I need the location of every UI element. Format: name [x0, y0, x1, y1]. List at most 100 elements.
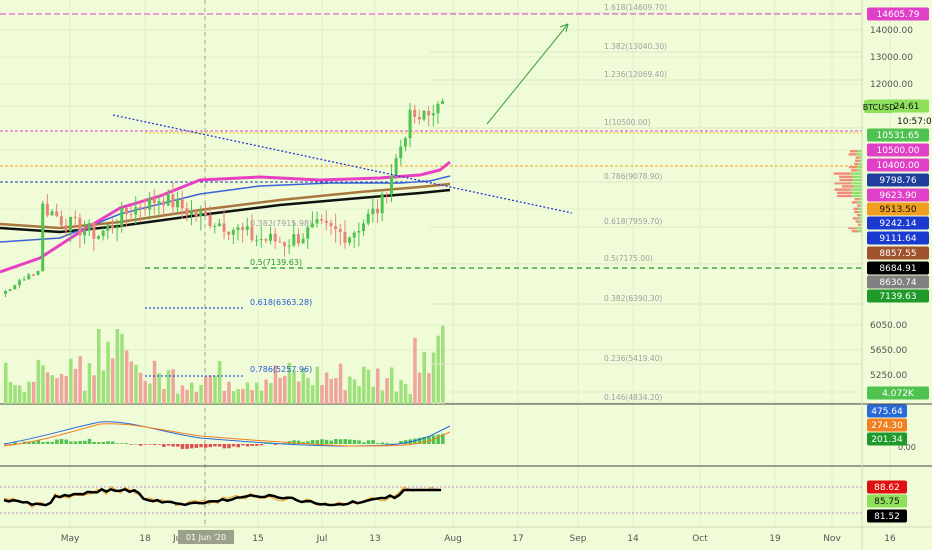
price-tag-bg	[867, 188, 929, 202]
volume-bar	[334, 377, 338, 404]
volume-bar	[208, 375, 213, 404]
volume-profile-bar	[856, 166, 862, 169]
macd-histogram-bar	[338, 439, 343, 444]
price-tag-bg	[867, 173, 929, 187]
candle-body	[176, 199, 180, 208]
drawings	[112, 23, 573, 214]
stoch-tag-bg	[867, 509, 907, 523]
candle-body	[310, 223, 314, 228]
candle-body	[357, 231, 361, 233]
price-tag-bg	[867, 386, 929, 400]
macd-histogram-bar	[320, 439, 324, 444]
price-axis-tick: 6050.00	[870, 321, 907, 331]
volume-bar	[278, 377, 282, 404]
volume-profile-bar	[859, 159, 862, 162]
macd-histogram-bar	[171, 444, 175, 447]
fib-left-label: 0.382(7915.98)	[250, 219, 312, 228]
candle-body	[138, 207, 142, 209]
candle-body	[352, 232, 356, 238]
volume-bar	[162, 388, 166, 404]
price-tag-label: 11224.61	[877, 102, 920, 112]
volume-bar	[366, 369, 371, 404]
candle-body	[124, 208, 128, 215]
fib-right-label: 1.618(14609.70)	[604, 3, 667, 12]
arrow-head	[559, 23, 569, 33]
volume-profile-bar	[851, 201, 858, 204]
macd-histogram-bar	[124, 443, 129, 444]
crosshair-date-label: 01 Jun '20	[186, 533, 226, 542]
volume-bar	[413, 337, 417, 404]
candle-body	[55, 211, 59, 217]
price-axis[interactable]: 14000.00 13000.00 12000.00 6050.00 5650.00 52…	[870, 26, 916, 452]
macd-histogram-bar	[236, 444, 240, 448]
price-tag-label: 8630.74	[879, 278, 916, 288]
volume-bar	[199, 385, 203, 404]
macd-histogram-bar	[301, 441, 306, 444]
volume-bar	[441, 325, 445, 404]
volume-bar	[17, 385, 22, 404]
macd-histogram-bar	[50, 441, 54, 444]
ma-pink	[0, 160, 451, 274]
candle-body	[255, 239, 259, 241]
macd-histogram-bar	[27, 441, 31, 444]
volume-bar	[259, 390, 264, 404]
candle-body	[120, 208, 124, 227]
price-tag-label: 9242.14	[879, 219, 916, 229]
macd-histogram-bar	[180, 444, 185, 449]
candle-body	[376, 208, 379, 214]
fib-right-label: 0.786(9078.90)	[604, 172, 662, 181]
volume-bar	[55, 378, 59, 404]
volume-bar	[301, 368, 306, 404]
candle-body	[380, 193, 384, 214]
macd-tag-bg	[867, 404, 907, 418]
volume-bar	[362, 366, 366, 404]
candle-body	[301, 238, 305, 244]
macd-tag-label: 475.64	[871, 407, 903, 417]
macd-histogram-bar	[138, 444, 143, 446]
macd-histogram-bar	[310, 439, 315, 444]
candle-body	[431, 113, 435, 116]
volume-bar	[138, 372, 143, 404]
candle-body	[148, 198, 152, 210]
volume-bar	[83, 390, 87, 404]
candle-body	[338, 229, 342, 232]
candle-body	[13, 285, 17, 290]
projection-arrow	[486, 23, 569, 125]
time-axis[interactable]: May18Jun01 Jun '2015Jul13Aug17Sep14Oct19…	[61, 530, 896, 544]
price-tag-label: 10400.00	[877, 161, 920, 171]
macd-histogram-bar	[417, 437, 422, 444]
macd-histogram-bar	[352, 439, 357, 444]
candle-body	[106, 224, 110, 231]
volume-bar	[87, 363, 92, 404]
macd-histogram-bar	[245, 444, 250, 447]
macd-histogram-bar	[324, 439, 329, 444]
macd-histogram-bar	[213, 444, 217, 447]
time-axis-label: 18	[139, 534, 151, 544]
volume-bar	[296, 381, 301, 404]
volume-bar	[427, 373, 431, 404]
price-tag-label: 10500.00	[877, 146, 920, 156]
time-axis-label: 14	[627, 534, 639, 544]
price-tag-bg	[867, 202, 929, 216]
stoch-tag-label: 85.75	[874, 497, 900, 507]
candle-body	[413, 109, 417, 117]
candle-body	[157, 201, 161, 203]
macd-histogram-bar	[241, 444, 245, 446]
macd-histogram-bar	[208, 444, 213, 448]
macd-histogram-bar	[376, 443, 380, 444]
candle-body	[259, 239, 263, 241]
volume-bar	[8, 381, 13, 404]
volume-bar	[222, 390, 227, 404]
volume-bar	[250, 390, 254, 404]
volume-profile-bar	[860, 214, 862, 217]
volume-bar	[385, 378, 389, 404]
volume-profile-bar	[852, 217, 859, 220]
volume-bars	[4, 150, 862, 404]
macd-histogram-bar	[83, 440, 87, 444]
volume-bar	[231, 391, 236, 404]
macd-histogram-bar	[176, 444, 180, 447]
price-tag-bg	[867, 158, 929, 172]
volume-profile-bar	[836, 194, 852, 198]
macd-histogram-bar	[203, 444, 208, 448]
